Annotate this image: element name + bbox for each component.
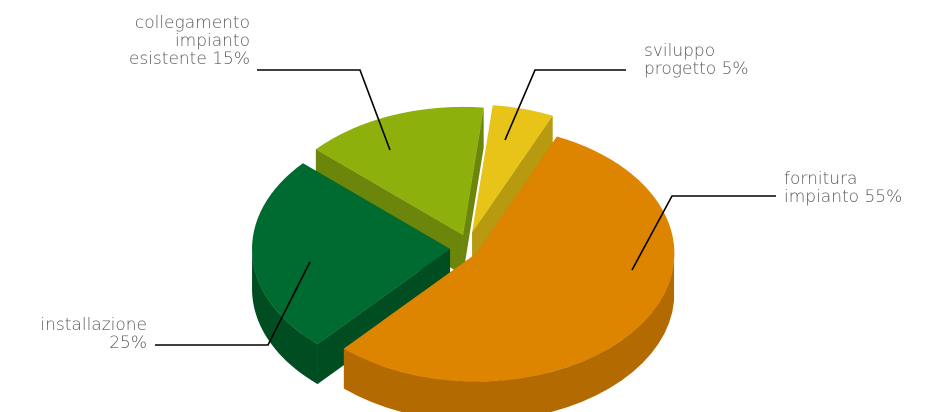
slice-label-sviluppo: sviluppo progetto 5% — [644, 42, 749, 78]
label-line: esistente 15% — [128, 49, 250, 69]
pie-slice-collegamento — [315, 106, 484, 235]
pie-tops — [252, 105, 675, 382]
label-line: progetto 5% — [644, 59, 749, 79]
pie-side-fornitura — [343, 260, 675, 412]
leader-line-sviluppo — [504, 69, 626, 141]
label-line: collegamento — [134, 13, 250, 33]
pie-slice-installazione — [252, 163, 451, 345]
leader-line-fornitura — [631, 195, 776, 271]
pie-slice-fornitura — [343, 136, 675, 382]
slice-label-fornitura: fornitura impianto 55% — [784, 170, 902, 206]
pie-wall-collegamento-1 — [462, 107, 484, 275]
leader-lines — [155, 69, 776, 346]
label-line: fornitura — [784, 169, 858, 189]
pie-slice-sviluppo — [472, 105, 553, 233]
label-line: impianto 55% — [784, 187, 903, 207]
label-line: 25% — [109, 333, 147, 353]
label-line: installazione — [40, 315, 147, 335]
slice-label-installazione: installazione 25% — [40, 316, 147, 352]
slice-label-collegamento: collegamento impianto esistente 15% — [129, 14, 250, 68]
label-line: impianto — [174, 31, 250, 51]
leader-line-installazione — [155, 261, 311, 346]
pie-side-installazione — [252, 250, 318, 385]
label-line: sviluppo — [644, 41, 716, 61]
leader-line-collegamento — [257, 69, 391, 151]
